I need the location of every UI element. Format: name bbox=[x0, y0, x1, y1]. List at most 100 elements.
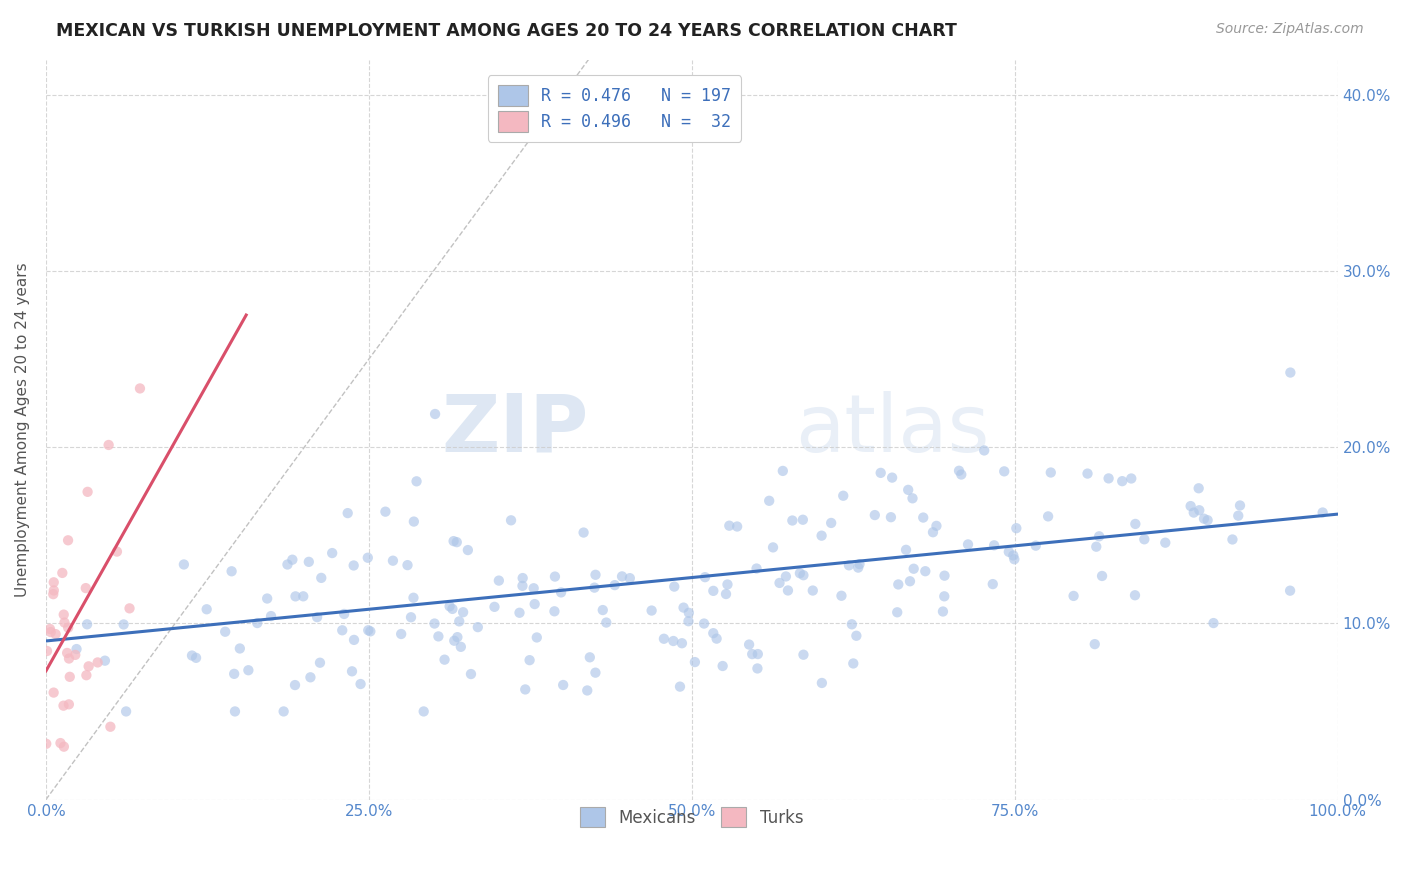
Point bbox=[450, 640, 472, 654]
Point bbox=[86, 656, 108, 670]
Point bbox=[399, 610, 422, 624]
Point bbox=[359, 624, 381, 639]
Point bbox=[550, 585, 572, 599]
Point bbox=[405, 475, 427, 489]
Point bbox=[173, 558, 195, 572]
Point bbox=[956, 537, 979, 551]
Point bbox=[412, 705, 434, 719]
Point bbox=[446, 535, 468, 549]
Point bbox=[1279, 583, 1302, 598]
Point bbox=[678, 606, 700, 620]
Point bbox=[523, 597, 546, 611]
Point bbox=[711, 659, 734, 673]
Point bbox=[898, 574, 921, 589]
Point bbox=[768, 576, 790, 591]
Point bbox=[725, 519, 748, 533]
Point bbox=[747, 647, 769, 661]
Point bbox=[776, 583, 799, 598]
Point bbox=[439, 599, 461, 614]
Point bbox=[256, 591, 278, 606]
Y-axis label: Unemployment Among Ages 20 to 24 years: Unemployment Among Ages 20 to 24 years bbox=[15, 262, 30, 597]
Point bbox=[583, 581, 606, 595]
Point bbox=[195, 602, 218, 616]
Point bbox=[221, 564, 243, 578]
Point bbox=[811, 676, 834, 690]
Point bbox=[572, 525, 595, 540]
Point bbox=[423, 407, 446, 421]
Point bbox=[224, 666, 246, 681]
Point bbox=[973, 443, 995, 458]
Point bbox=[396, 558, 419, 573]
Point bbox=[543, 604, 565, 618]
Point bbox=[672, 600, 695, 615]
Point bbox=[214, 624, 236, 639]
Point bbox=[53, 615, 76, 630]
Point bbox=[402, 515, 425, 529]
Point bbox=[869, 466, 891, 480]
Point bbox=[519, 653, 541, 667]
Point bbox=[457, 543, 479, 558]
Point bbox=[42, 583, 65, 598]
Point bbox=[1002, 552, 1025, 566]
Point bbox=[741, 647, 763, 661]
Point bbox=[52, 698, 75, 713]
Point bbox=[1063, 589, 1085, 603]
Point bbox=[39, 622, 62, 636]
Point bbox=[772, 464, 794, 478]
Point bbox=[284, 590, 307, 604]
Point bbox=[664, 580, 686, 594]
Point bbox=[925, 519, 948, 533]
Point bbox=[441, 602, 464, 616]
Point bbox=[446, 630, 468, 644]
Point bbox=[998, 545, 1021, 559]
Point bbox=[76, 617, 98, 632]
Point bbox=[683, 655, 706, 669]
Point bbox=[443, 534, 465, 549]
Point bbox=[934, 568, 956, 582]
Point bbox=[583, 665, 606, 680]
Point bbox=[1121, 471, 1143, 485]
Point bbox=[662, 634, 685, 648]
Point bbox=[443, 633, 465, 648]
Point bbox=[52, 739, 75, 754]
Point bbox=[515, 682, 537, 697]
Point bbox=[299, 670, 322, 684]
Point bbox=[451, 605, 474, 619]
Point bbox=[292, 590, 315, 604]
Point bbox=[820, 516, 842, 530]
Point bbox=[789, 566, 811, 581]
Point bbox=[343, 632, 366, 647]
Point bbox=[42, 685, 65, 699]
Point bbox=[129, 381, 152, 395]
Point bbox=[841, 617, 863, 632]
Point bbox=[260, 609, 283, 624]
Point bbox=[948, 464, 970, 478]
Point bbox=[1085, 540, 1108, 554]
Point bbox=[1025, 539, 1047, 553]
Point bbox=[671, 636, 693, 650]
Point bbox=[981, 577, 1004, 591]
Legend: Mexicans, Turks: Mexicans, Turks bbox=[572, 798, 811, 836]
Text: ZIP: ZIP bbox=[441, 391, 589, 468]
Point bbox=[585, 567, 607, 582]
Text: atlas: atlas bbox=[796, 391, 990, 468]
Point bbox=[718, 518, 741, 533]
Point bbox=[983, 538, 1005, 552]
Point bbox=[1084, 637, 1107, 651]
Point bbox=[842, 657, 865, 671]
Point bbox=[714, 587, 737, 601]
Point bbox=[738, 638, 761, 652]
Point bbox=[1279, 366, 1302, 380]
Point bbox=[1088, 529, 1111, 543]
Point bbox=[810, 529, 832, 543]
Point bbox=[281, 552, 304, 566]
Point bbox=[832, 489, 855, 503]
Point bbox=[903, 562, 925, 576]
Point bbox=[1005, 521, 1028, 535]
Point bbox=[1197, 513, 1219, 527]
Point bbox=[340, 665, 363, 679]
Point bbox=[669, 680, 692, 694]
Point bbox=[1182, 506, 1205, 520]
Point bbox=[922, 525, 945, 540]
Point bbox=[45, 627, 67, 641]
